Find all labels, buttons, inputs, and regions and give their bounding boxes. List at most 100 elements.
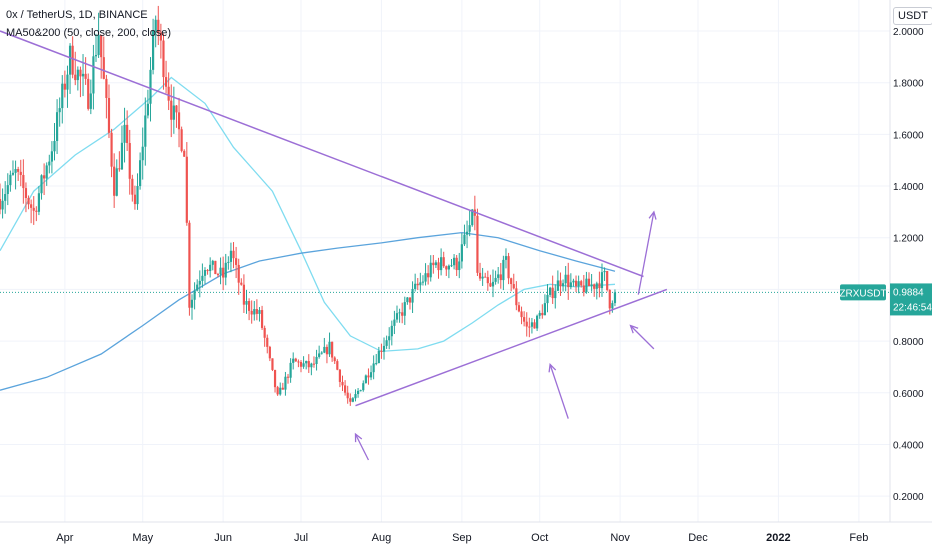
candle-body (224, 262, 227, 278)
candle-body (149, 69, 152, 104)
candle-body (541, 312, 544, 316)
x-tick-label: May (132, 532, 153, 544)
candle-body (489, 283, 492, 287)
arrow-breakout-up[interactable] (637, 211, 655, 295)
candle-body (593, 284, 596, 289)
arrow-up-support-low[interactable] (354, 433, 370, 461)
ma50-line (0, 76, 616, 353)
candle-body (222, 267, 225, 278)
candle-body (154, 19, 157, 31)
candle-body (81, 73, 85, 77)
candle-body (247, 301, 251, 311)
candle-body (271, 358, 274, 370)
candle-body (536, 315, 539, 329)
candle-body (107, 97, 111, 133)
candle-body (258, 310, 261, 314)
candle-body (471, 209, 474, 226)
candle-body (89, 93, 92, 109)
candle-body (133, 194, 137, 205)
candle-body (144, 115, 147, 147)
candle-body (198, 280, 201, 285)
candle-body (74, 74, 77, 81)
indicator-legend[interactable]: MA50&200 (50, close, 200, close) (6, 27, 172, 39)
x-tick-label: Apr (56, 532, 73, 544)
candle-body (375, 363, 378, 365)
candle-body (372, 363, 375, 373)
x-tick-label: Oct (531, 532, 548, 544)
candle-body (398, 312, 401, 314)
candle-body (37, 193, 41, 212)
candle-body (411, 288, 414, 303)
candle-body (323, 346, 326, 353)
candle-body (530, 322, 534, 327)
candle-body (325, 346, 329, 355)
candle-body (35, 210, 38, 212)
candle-body (543, 303, 546, 316)
candle-body (240, 282, 243, 285)
candle-body (170, 100, 173, 120)
candle-body (564, 274, 567, 284)
candle-body (414, 283, 417, 289)
candle-body (561, 283, 565, 287)
candle-body (188, 222, 191, 308)
candle-body (131, 178, 134, 195)
candle-body (476, 215, 479, 273)
symbol-legend[interactable]: 0x / TetherUS, 1D, BINANCE (6, 9, 148, 21)
candle-body (177, 112, 181, 130)
candle-body (497, 274, 500, 278)
arrow-up-support-mid[interactable] (549, 364, 569, 419)
currency-button[interactable]: USDT (893, 7, 932, 25)
ascending-support-trendline[interactable] (355, 288, 668, 407)
candle-body (606, 270, 609, 290)
candle-body (253, 309, 256, 315)
candle-body (408, 297, 412, 303)
candle-body (382, 345, 386, 352)
candle-body (211, 260, 214, 265)
candle-body (115, 168, 118, 196)
x-tick-label: Dec (688, 532, 708, 544)
price-axis[interactable]: 2.00001.80001.60001.40001.20001.00000.80… (839, 0, 932, 550)
candle-body (302, 363, 305, 367)
candle-body (159, 32, 162, 41)
candle-body (102, 57, 105, 79)
candle-body (590, 284, 593, 287)
candle-body (268, 346, 271, 359)
candle-body (284, 376, 287, 390)
descending-resistance-trendline[interactable] (0, 30, 644, 278)
candle-body (346, 392, 349, 399)
y-tick-label: 0.4000 (893, 440, 924, 451)
candle-body (203, 270, 207, 276)
candle-body (245, 301, 248, 305)
arrow-down-breakout-head (629, 324, 639, 334)
candle-body (76, 69, 79, 81)
candle-body (364, 375, 367, 384)
candle-body (320, 352, 323, 354)
candle-body (437, 262, 440, 271)
candle-body (613, 292, 617, 304)
price-tag (890, 283, 932, 316)
candle-body (4, 194, 7, 201)
time-axis[interactable]: Apr May Jun Jul Aug Sep Oct Nov Dec 2022 Feb (0, 521, 932, 550)
price-axis-bg (890, 0, 932, 550)
arrow-down-breakout[interactable] (630, 325, 655, 350)
candle-body (229, 250, 233, 262)
candle-body (548, 287, 552, 295)
candle-body (273, 369, 277, 388)
arrow-up-support-mid-head (548, 362, 557, 373)
candle-body (0, 198, 2, 210)
candle-body (512, 284, 515, 289)
candle-body (440, 257, 443, 271)
candle-body (569, 282, 572, 288)
candle-body (424, 273, 427, 282)
x-tick-label: Jun (214, 532, 232, 544)
candle-body (598, 283, 601, 289)
candle-body (100, 34, 103, 58)
candle-body (289, 362, 292, 378)
candle-body (294, 358, 297, 362)
candle-body (66, 74, 69, 90)
candle-body (113, 166, 116, 196)
last-price-label: 0.9884 (893, 287, 924, 298)
candle-body (520, 311, 523, 318)
candle-body (105, 78, 108, 98)
